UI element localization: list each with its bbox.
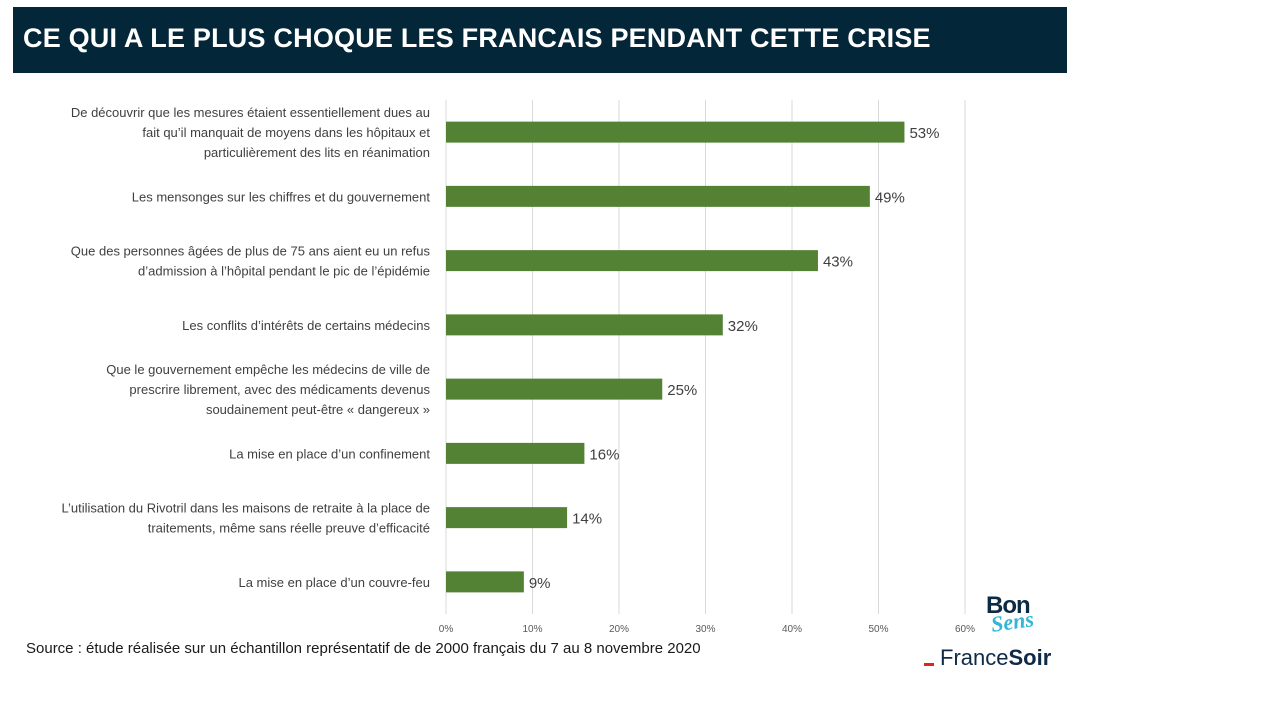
bar (446, 185, 870, 207)
bar (446, 507, 568, 529)
category-label: Que le gouvernement empêche les médecins… (106, 362, 430, 377)
category-label: fait qu’il manquait de moyens dans les h… (142, 125, 430, 140)
data-label: 53% (909, 125, 939, 142)
francesoir-logo: FranceSoir (924, 645, 1051, 675)
data-label: 43% (823, 254, 853, 271)
francesoir-logo-part2: Soir (1008, 645, 1052, 670)
category-label: Les mensonges sur les chiffres et du gou… (132, 189, 431, 204)
category-label: prescrire librement, avec des médicament… (129, 382, 430, 397)
category-label: De découvrir que les mesures étaient ess… (71, 105, 430, 120)
data-label: 9% (529, 575, 551, 592)
bar (446, 250, 818, 272)
data-label: 14% (572, 511, 602, 528)
francesoir-logo-part1: France (940, 645, 1009, 670)
x-tick-label: 30% (695, 624, 715, 635)
francesoir-logo-mark (924, 663, 934, 667)
bar (446, 378, 663, 400)
bar (446, 121, 905, 143)
page-title: CE QUI A LE PLUS CHOQUE LES FRANCAIS PEN… (23, 23, 931, 53)
category-label: L’utilisation du Rivotril dans les maiso… (61, 501, 430, 516)
bonsens-logo-line2: Sens (989, 606, 1036, 637)
x-tick-label: 20% (609, 624, 629, 635)
bar (446, 314, 723, 336)
data-label: 32% (728, 318, 758, 335)
bar (446, 442, 585, 464)
x-tick-label: 10% (522, 624, 542, 635)
bonsens-logo: Bon Sens (986, 592, 1056, 640)
x-tick-label: 60% (955, 624, 975, 635)
x-tick-label: 40% (782, 624, 802, 635)
category-label: La mise en place d’un couvre-feu (238, 575, 430, 590)
category-label: traitements, même sans réelle preuve d’e… (148, 521, 430, 536)
category-label: d’admission à l’hôpital pendant le pic d… (138, 264, 430, 279)
data-label: 16% (589, 446, 619, 463)
category-label: Les conflits d’intérêts de certains méde… (182, 318, 430, 333)
bar (446, 571, 524, 593)
data-label: 25% (667, 382, 697, 399)
title-banner: CE QUI A LE PLUS CHOQUE LES FRANCAIS PEN… (13, 7, 1067, 73)
source-note: Source : étude réalisée sur un échantill… (26, 640, 701, 657)
category-label: La mise en place d’un confinement (229, 446, 430, 461)
data-label: 49% (875, 189, 905, 206)
x-tick-label: 50% (868, 624, 888, 635)
bonsens-logo-line1: Bon (986, 592, 1031, 619)
x-tick-label: 0% (439, 624, 454, 635)
category-label: particulièrement des lits en réanimation (204, 145, 430, 160)
category-label: soudainement peut-être « dangereux » (206, 402, 430, 417)
category-label: Que des personnes âgées de plus de 75 an… (71, 244, 431, 259)
